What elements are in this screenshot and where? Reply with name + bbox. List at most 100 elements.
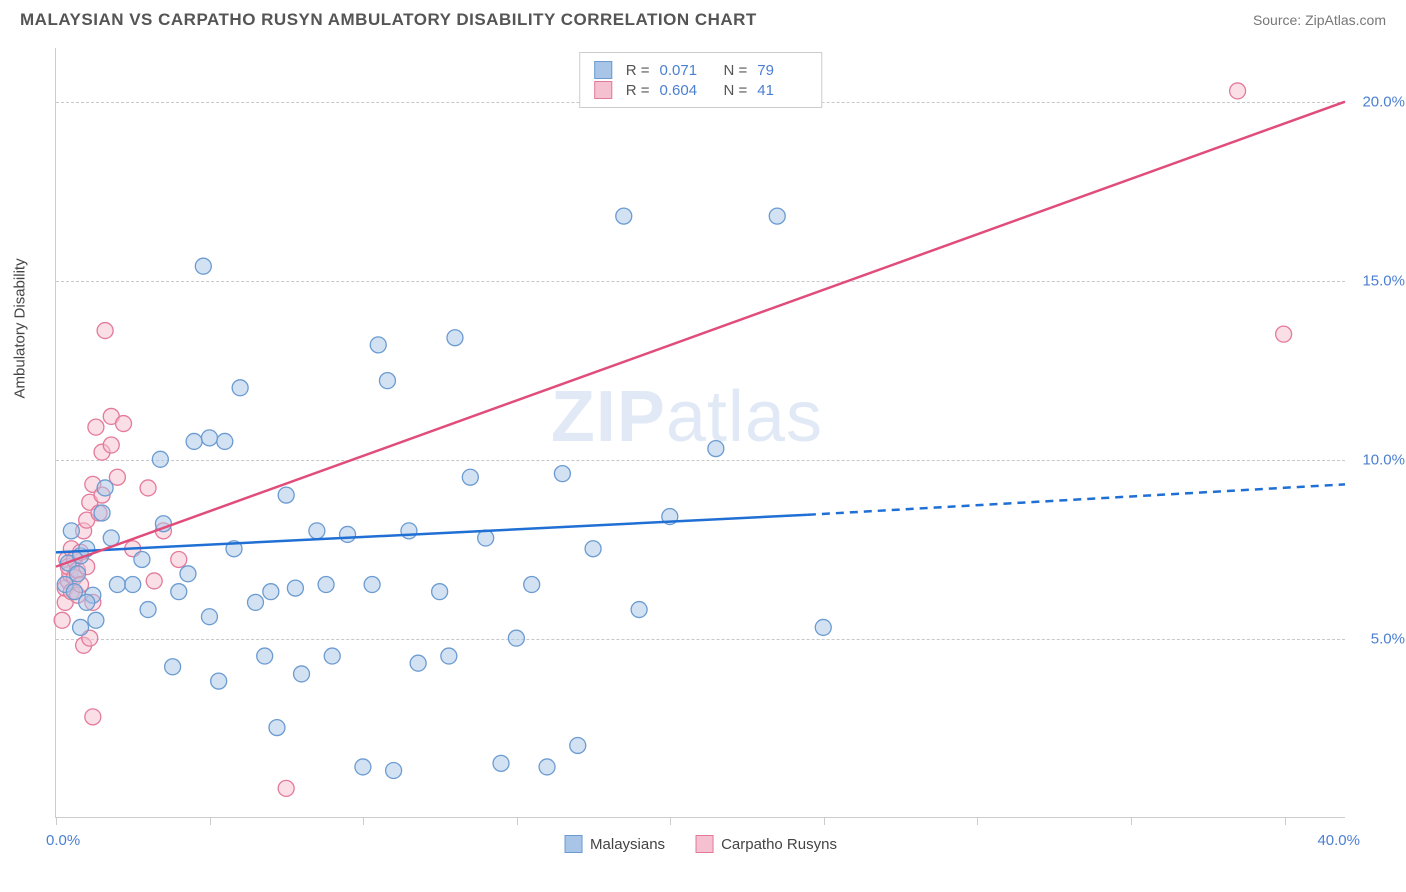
data-point: [146, 573, 162, 589]
data-point: [539, 759, 555, 775]
data-point: [432, 584, 448, 600]
data-point: [88, 419, 104, 435]
data-point: [201, 609, 217, 625]
x-tick: [517, 817, 518, 825]
legend-label-carpatho: Carpatho Rusyns: [721, 836, 837, 853]
data-point: [171, 584, 187, 600]
data-point: [109, 577, 125, 593]
legend-label-malaysians: Malaysians: [590, 836, 665, 853]
data-point: [180, 566, 196, 582]
x-tick: [56, 817, 57, 825]
data-point: [257, 648, 273, 664]
data-point: [134, 551, 150, 567]
trend-line: [808, 484, 1345, 514]
data-point: [324, 648, 340, 664]
data-point: [171, 551, 187, 567]
data-point: [85, 709, 101, 725]
data-point: [97, 323, 113, 339]
data-point: [410, 655, 426, 671]
y-tick-label: 20.0%: [1362, 93, 1405, 110]
data-point: [152, 451, 168, 467]
r-value-2: 0.604: [660, 82, 710, 99]
data-point: [195, 258, 211, 274]
data-point: [247, 594, 263, 610]
data-point: [309, 523, 325, 539]
x-tick: [210, 817, 211, 825]
plot-svg: [56, 48, 1345, 817]
x-tick: [824, 817, 825, 825]
data-point: [355, 759, 371, 775]
data-point: [815, 619, 831, 635]
x-tick: [670, 817, 671, 825]
data-point: [186, 433, 202, 449]
data-point: [97, 480, 113, 496]
stats-legend: R = 0.071 N = 79 R = 0.604 N = 41: [579, 52, 823, 108]
data-point: [318, 577, 334, 593]
source-label: Source: ZipAtlas.com: [1253, 12, 1386, 28]
data-point: [232, 380, 248, 396]
data-point: [294, 666, 310, 682]
data-point: [1230, 83, 1246, 99]
data-point: [364, 577, 380, 593]
chart-title: MALAYSIAN VS CARPATHO RUSYN AMBULATORY D…: [20, 10, 757, 30]
chart-header: MALAYSIAN VS CARPATHO RUSYN AMBULATORY D…: [0, 0, 1406, 38]
x-tick: [363, 817, 364, 825]
stats-row-2: R = 0.604 N = 41: [594, 81, 808, 99]
data-point: [1276, 326, 1292, 342]
data-point: [708, 441, 724, 457]
data-point: [88, 612, 104, 628]
x-tick: [977, 817, 978, 825]
x-tick-min: 0.0%: [46, 832, 80, 849]
data-point: [379, 373, 395, 389]
series-legend: Malaysians Carpatho Rusyns: [564, 835, 837, 853]
legend-item-carpatho: Carpatho Rusyns: [695, 835, 837, 853]
data-point: [570, 737, 586, 753]
n-value-1: 79: [757, 62, 807, 79]
data-point: [554, 466, 570, 482]
data-point: [278, 487, 294, 503]
data-point: [508, 630, 524, 646]
swatch-carpatho-icon: [594, 81, 612, 99]
swatch-carpatho-icon: [695, 835, 713, 853]
y-tick-label: 10.0%: [1362, 451, 1405, 468]
y-axis-label: Ambulatory Disability: [12, 258, 29, 398]
data-point: [63, 523, 79, 539]
data-point: [73, 619, 89, 635]
r-label: R =: [626, 62, 650, 79]
data-point: [217, 433, 233, 449]
r-value-1: 0.071: [660, 62, 710, 79]
data-point: [116, 416, 132, 432]
data-point: [54, 612, 70, 628]
scatter-chart: ZIPatlas R = 0.071 N = 79 R = 0.604 N = …: [55, 48, 1345, 818]
n-value-2: 41: [757, 82, 807, 99]
stats-row-1: R = 0.071 N = 79: [594, 61, 808, 79]
data-point: [211, 673, 227, 689]
data-point: [269, 720, 285, 736]
data-point: [340, 526, 356, 542]
x-tick: [1131, 817, 1132, 825]
data-point: [278, 780, 294, 796]
data-point: [401, 523, 417, 539]
n-label: N =: [724, 62, 748, 79]
data-point: [125, 577, 141, 593]
trend-line: [56, 102, 1345, 567]
r-label-2: R =: [626, 82, 650, 99]
data-point: [103, 437, 119, 453]
data-point: [493, 755, 509, 771]
data-point: [631, 602, 647, 618]
data-point: [140, 602, 156, 618]
data-point: [769, 208, 785, 224]
data-point: [69, 566, 85, 582]
n-label-2: N =: [724, 82, 748, 99]
data-point: [524, 577, 540, 593]
x-tick: [1285, 817, 1286, 825]
data-point: [585, 541, 601, 557]
legend-item-malaysians: Malaysians: [564, 835, 665, 853]
data-point: [287, 580, 303, 596]
data-point: [370, 337, 386, 353]
data-point: [616, 208, 632, 224]
y-tick-label: 15.0%: [1362, 272, 1405, 289]
swatch-malaysians-icon: [564, 835, 582, 853]
swatch-malaysians-icon: [594, 61, 612, 79]
data-point: [201, 430, 217, 446]
